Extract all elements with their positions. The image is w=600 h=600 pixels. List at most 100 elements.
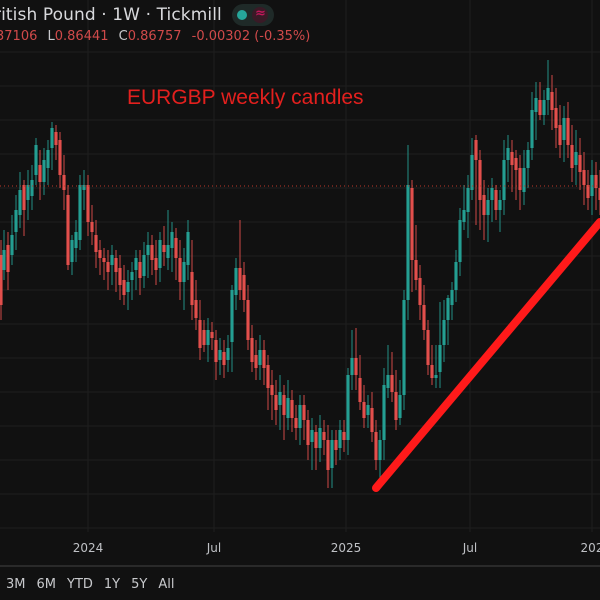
chart-legend-header: ritish Pound · 1W · Tickmill ≈ 37106 L0.…	[0, 0, 600, 52]
chart-annotation-text[interactable]: EURGBP weekly candles	[127, 86, 364, 109]
range-5y-button[interactable]: 5Y	[131, 577, 148, 592]
candle-down	[222, 340, 226, 378]
candle-up	[206, 318, 210, 362]
candle-up	[318, 415, 322, 462]
candle-down	[38, 150, 42, 200]
candle-up	[34, 138, 38, 185]
candle-down	[290, 390, 294, 432]
candle-up	[346, 368, 350, 455]
candle-up	[30, 165, 34, 210]
candle-up	[562, 106, 566, 162]
axis-separator	[0, 565, 600, 567]
candle-up	[134, 250, 138, 290]
candle-down	[478, 150, 482, 230]
candle-up	[298, 395, 302, 445]
candle-down	[354, 328, 358, 390]
candle-up	[310, 418, 314, 470]
candle-up	[46, 140, 50, 185]
candle-up	[486, 188, 490, 242]
candle-down	[326, 425, 330, 488]
candle-down	[150, 235, 154, 275]
candle-down	[570, 125, 574, 182]
candle-up	[450, 282, 454, 320]
candle-up	[398, 380, 402, 425]
candle-up	[14, 195, 18, 250]
candle-down	[54, 125, 58, 160]
symbol-title[interactable]: ritish Pound · 1W · Tickmill	[0, 5, 222, 25]
candle-up	[466, 175, 470, 238]
candle-up	[502, 140, 506, 215]
high-value: 37106	[0, 29, 38, 44]
candle-down	[198, 300, 202, 360]
candle-up	[590, 160, 594, 215]
range-all-button[interactable]: All	[158, 577, 175, 592]
market-open-dot-icon	[237, 10, 248, 20]
candle-up	[146, 232, 150, 278]
candle-down	[270, 370, 274, 420]
trendline-drawing[interactable]	[372, 218, 600, 492]
candle-down	[586, 170, 590, 210]
candle-down	[474, 135, 478, 225]
candle-down	[214, 330, 218, 380]
candle-up	[438, 302, 442, 388]
candle-down	[174, 228, 178, 280]
candle-down	[106, 250, 110, 290]
candle-up	[458, 208, 462, 276]
candle-down	[394, 370, 398, 430]
low-value: 0.86441	[54, 29, 109, 44]
candle-up	[442, 300, 446, 362]
candle-down	[274, 380, 278, 425]
candle-up	[170, 222, 174, 272]
candle-up	[186, 220, 190, 280]
candle-up	[218, 338, 222, 375]
candle-up	[530, 92, 534, 160]
candle-down	[558, 105, 562, 158]
candle-down	[334, 430, 338, 465]
candle-down	[430, 345, 434, 385]
candle-up	[82, 170, 86, 210]
low-label: L	[47, 29, 55, 44]
candle-up	[470, 138, 474, 200]
range-ytd-button[interactable]: YTD	[67, 577, 93, 592]
time-axis[interactable]: 2024 Jul 2025 Jul 202	[0, 532, 600, 566]
candle-up	[182, 248, 186, 310]
candle-down	[306, 410, 310, 460]
candle-down	[250, 325, 254, 372]
candle-up	[454, 250, 458, 302]
candle-down	[294, 405, 298, 440]
time-axis-label: 202	[580, 541, 600, 555]
candle-up	[50, 122, 54, 170]
range-1y-button[interactable]: 1Y	[103, 577, 121, 592]
candle-up	[130, 262, 134, 300]
candle-up	[406, 145, 410, 320]
candle-up	[226, 335, 230, 372]
candle-down	[162, 226, 166, 266]
candle-down	[410, 180, 414, 292]
range-3m-button[interactable]: 3M	[6, 577, 26, 592]
candle-down	[314, 425, 318, 470]
time-axis-label: 2025	[330, 541, 362, 555]
candle-down	[482, 180, 486, 240]
candle-down	[0, 240, 3, 320]
candle-up	[506, 135, 510, 182]
candle-up	[366, 395, 370, 428]
candle-up	[386, 345, 390, 398]
candle-down	[190, 240, 194, 320]
candle-down	[414, 225, 418, 290]
status-pill[interactable]: ≈	[231, 4, 274, 26]
candlestick-chart[interactable]	[0, 0, 600, 532]
time-axis-label: Jul	[462, 541, 478, 555]
candle-down	[102, 248, 106, 280]
candle-down	[514, 150, 518, 200]
close-value: 0.86757	[127, 29, 182, 44]
candle-down	[122, 265, 126, 305]
candle-down	[578, 138, 582, 190]
candle-up	[126, 270, 130, 310]
candle-down	[266, 355, 270, 410]
candle-down	[302, 395, 306, 440]
candle-down	[422, 285, 426, 340]
range-6m-button[interactable]: 6M	[36, 577, 57, 592]
candle-down	[510, 140, 514, 192]
candle-up	[490, 178, 494, 222]
candle-down	[86, 175, 90, 236]
